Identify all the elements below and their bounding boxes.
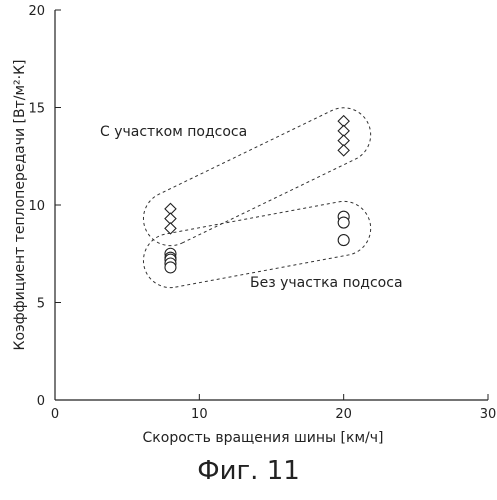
figure-caption: Фиг. 11 [0,456,497,486]
x-tick-label: 0 [51,407,59,422]
axis-ticks: 0 10 20 30 0 5 10 15 20 [28,4,496,422]
y-tick-label: 0 [37,394,45,409]
diamond-point [338,145,349,156]
y-tick-label: 20 [28,4,45,19]
scatter-chart: 0 10 20 30 0 5 10 15 20 С участком подсоса Без у… [0,0,497,450]
annotation-without-suction: Без участка подсоса [250,275,403,291]
plot-axes [55,10,488,400]
y-axis-label: Коэффициент теплопередачи [Вт/м²·К] [12,60,28,351]
x-tick-label: 30 [480,407,497,422]
x-axis-label: Скорость вращения шины [км/ч] [143,430,384,446]
y-tick-label: 15 [28,102,45,117]
annotation-with-suction: С участком подсоса [100,124,247,140]
x-tick-label: 20 [335,407,352,422]
y-tick-label: 10 [28,199,45,214]
circle-point [338,235,349,246]
circle-point [338,217,349,228]
circle-point [165,262,176,273]
x-tick-label: 10 [191,407,208,422]
y-tick-label: 5 [37,297,45,312]
